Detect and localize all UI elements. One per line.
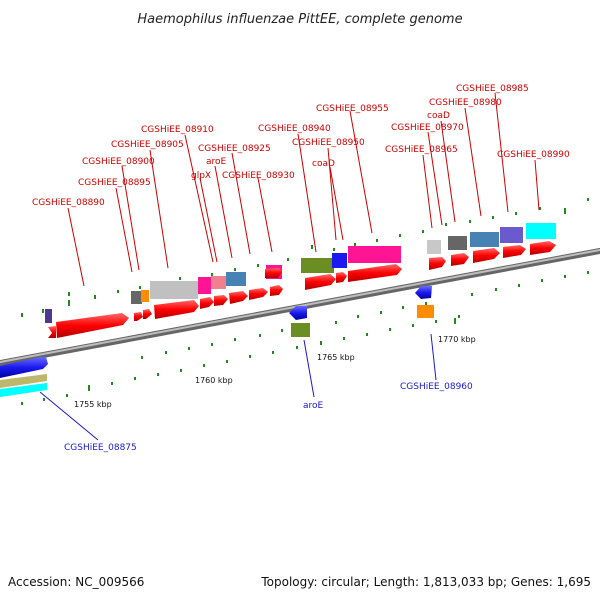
- cds-arrow: [48, 326, 56, 338]
- cds-arrow: [134, 312, 143, 321]
- block-silver-1: [150, 281, 198, 299]
- feature-blocks: [45, 223, 556, 323]
- scale-label-1755: 1755 kbp: [74, 400, 112, 409]
- block-violet-1: [500, 227, 523, 243]
- cds-arrows-reverse: [0, 286, 434, 397]
- accession-text: Accession: NC_009566: [8, 575, 144, 589]
- block-steel-1: [226, 272, 246, 286]
- blue-arrow-08875: [0, 357, 48, 378]
- block-orange-1: [141, 290, 149, 302]
- block-tan: [0, 374, 47, 388]
- scale-label-1760: 1760 kbp: [195, 376, 233, 385]
- block-cyan-1: [526, 223, 556, 239]
- cds-arrow: [336, 272, 347, 283]
- label-CGSHiEE_08965: CGSHiEE_08965: [385, 145, 458, 155]
- label-coaD-2: coaD: [427, 111, 450, 121]
- cds-arrow: [530, 241, 556, 255]
- label-glpX: glpX: [191, 171, 211, 181]
- bottom-leader-lines: [39, 333, 437, 441]
- label-aroE-top: aroE: [206, 157, 227, 167]
- scale-label-1770: 1770 kbp: [438, 335, 476, 344]
- label-CGSHiEE_08940: CGSHiEE_08940: [258, 124, 331, 134]
- blue-arrow-08960: [415, 286, 432, 299]
- label-CGSHiEE_08955: CGSHiEE_08955: [316, 104, 389, 114]
- scale-labels: 1755 kbp 1760 kbp 1765 kbp 1770 kbp: [74, 335, 476, 409]
- bottom-labels: CGSHiEE_08875 aroE CGSHiEE_08960: [64, 382, 473, 453]
- label-CGSHiEE_08960: CGSHiEE_08960: [400, 382, 473, 392]
- cds-arrow: [429, 257, 446, 270]
- block-gray-1: [131, 291, 142, 304]
- genome-summary-text: Topology: circular; Length: 1,813,033 bp…: [260, 575, 591, 589]
- label-CGSHiEE_08980: CGSHiEE_08980: [429, 98, 502, 108]
- map-title: Haemophilus influenzae PittEE, complete …: [137, 12, 462, 27]
- cds-arrow: [451, 253, 469, 266]
- block-gray-2: [448, 236, 467, 250]
- label-CGSHiEE_08910: CGSHiEE_08910: [141, 125, 214, 135]
- cds-arrow: [249, 288, 268, 300]
- block-blue-1: [332, 253, 347, 268]
- label-CGSHiEE_08890: CGSHiEE_08890: [32, 198, 105, 208]
- tick-marks: [21, 198, 589, 405]
- cds-arrow: [214, 295, 228, 306]
- cds-arrow: [143, 309, 152, 319]
- label-CGSHiEE_08925: CGSHiEE_08925: [198, 144, 271, 154]
- blue-arrow-aroE: [289, 306, 307, 320]
- block-lightpink-1: [211, 276, 226, 289]
- top-labels: CGSHiEE_08890 CGSHiEE_08895 CGSHiEE_0890…: [32, 84, 570, 208]
- block-orange-2: [417, 305, 434, 318]
- label-CGSHiEE_08895: CGSHiEE_08895: [78, 178, 151, 188]
- label-CGSHiEE_08990: CGSHiEE_08990: [497, 150, 570, 160]
- cds-arrow: [200, 297, 214, 309]
- label-aroE-bottom: aroE: [303, 401, 324, 411]
- block-steel-2: [470, 232, 499, 247]
- cds-arrow: [154, 300, 199, 319]
- cds-arrow: [305, 274, 336, 290]
- cds-arrow: [348, 264, 402, 282]
- cds-arrow: [229, 291, 248, 304]
- cds-arrow: [473, 248, 500, 263]
- label-CGSHiEE_08930: CGSHiEE_08930: [222, 171, 295, 181]
- cds-arrow: [265, 268, 282, 278]
- cds-arrow: [503, 245, 526, 258]
- cds-arrow: [270, 285, 283, 296]
- block-pink-1: [198, 277, 211, 294]
- cds-arrow: [56, 313, 129, 338]
- label-CGSHiEE_08950: CGSHiEE_08950: [292, 138, 365, 148]
- label-CGSHiEE_08900: CGSHiEE_08900: [82, 157, 155, 167]
- label-CGSHiEE_08875: CGSHiEE_08875: [64, 443, 137, 453]
- label-coaD-1: coaD: [312, 159, 335, 169]
- cds-arrows-forward: [48, 241, 556, 338]
- scale-label-1765: 1765 kbp: [317, 353, 355, 362]
- block-pink-3: [348, 246, 401, 263]
- block-cyan-2: [0, 383, 47, 397]
- block-olive-2: [291, 323, 310, 337]
- block-silver-2: [427, 240, 441, 254]
- label-CGSHiEE_08905: CGSHiEE_08905: [111, 140, 184, 150]
- block-olive-1: [301, 258, 334, 273]
- label-CGSHiEE_08970: CGSHiEE_08970: [391, 123, 464, 133]
- label-CGSHiEE_08985: CGSHiEE_08985: [456, 84, 529, 94]
- top-leader-lines: [67, 92, 540, 287]
- block-purple-left: [45, 309, 52, 323]
